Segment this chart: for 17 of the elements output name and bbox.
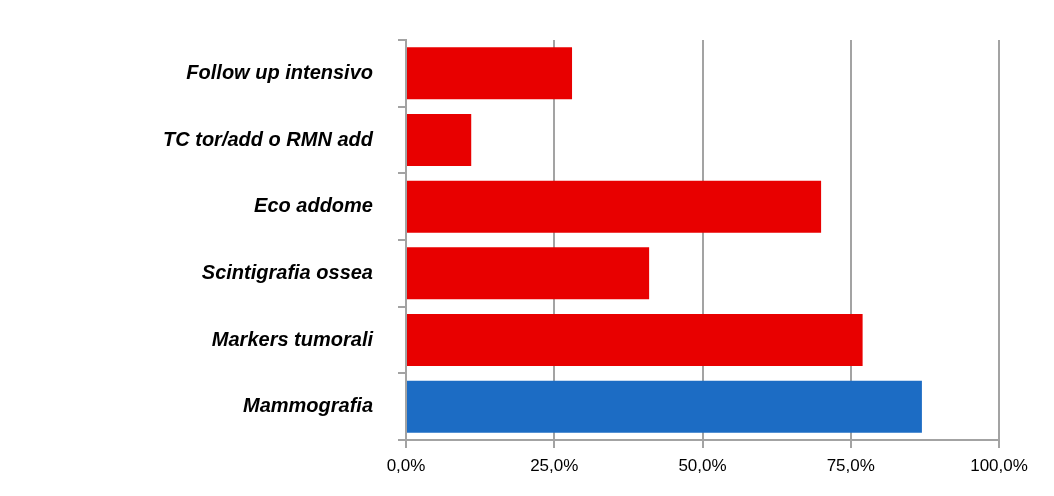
x-tick-label: 25,0% xyxy=(530,455,579,475)
bar xyxy=(407,247,650,300)
y-tick-label: Eco addome xyxy=(254,194,373,217)
y-tick-label: TC tor/add o RMN add xyxy=(163,127,374,150)
y-tick-label: Markers tumorali xyxy=(211,327,374,350)
bar xyxy=(407,47,573,100)
x-tick-label: 100,0% xyxy=(970,455,1028,475)
x-tick-label: 75,0% xyxy=(826,455,875,475)
bar xyxy=(407,180,822,233)
y-tick-label: Mammografia xyxy=(242,394,373,417)
y-tick-label: Scintigrafia ossea xyxy=(201,260,373,283)
x-tick-label: 50,0% xyxy=(678,455,727,475)
bar xyxy=(407,380,922,433)
bar xyxy=(407,114,472,166)
x-tick-label: 0,0% xyxy=(386,455,426,475)
y-tick-label: Follow up intensivo xyxy=(186,60,373,83)
bar xyxy=(407,314,863,366)
